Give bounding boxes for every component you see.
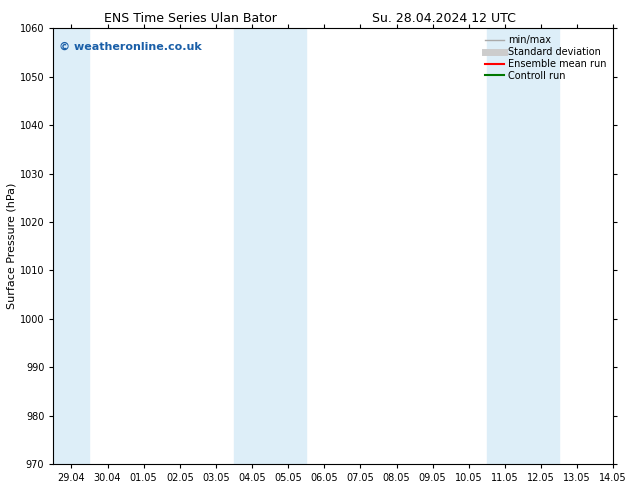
Text: ENS Time Series Ulan Bator: ENS Time Series Ulan Bator <box>104 12 276 25</box>
Bar <box>487 28 559 464</box>
Legend: min/max, Standard deviation, Ensemble mean run, Controll run: min/max, Standard deviation, Ensemble me… <box>482 33 609 83</box>
Bar <box>53 28 89 464</box>
Bar <box>234 28 306 464</box>
Y-axis label: Surface Pressure (hPa): Surface Pressure (hPa) <box>7 183 17 309</box>
Text: Su. 28.04.2024 12 UTC: Su. 28.04.2024 12 UTC <box>372 12 515 25</box>
Text: © weatheronline.co.uk: © weatheronline.co.uk <box>59 41 202 51</box>
